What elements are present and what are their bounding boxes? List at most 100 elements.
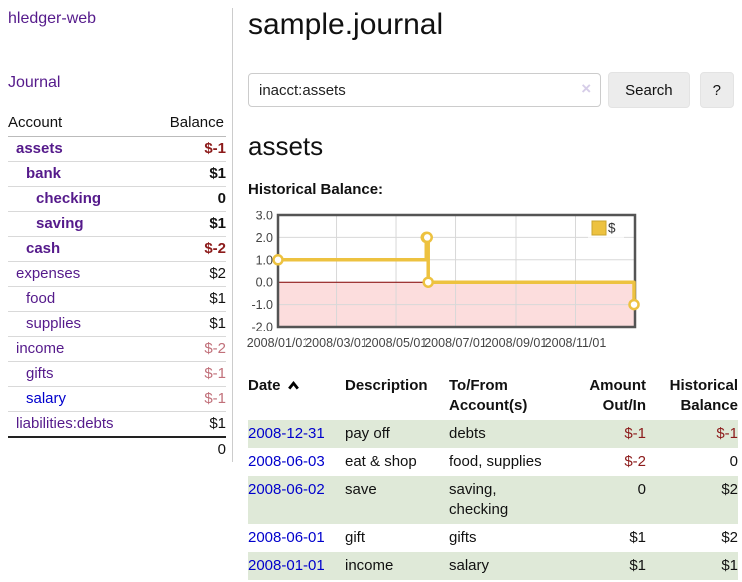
transaction-amount: $-1 — [624, 425, 646, 442]
accounts-column-header-register[interactable]: To/From Account(s) — [449, 377, 528, 414]
register-row: 2008-12-31 pay off debts $-1 $-1 — [248, 420, 738, 448]
legend-label: $ — [608, 221, 616, 236]
sidebar-account-balance: $-1 — [204, 140, 226, 157]
transaction-date-link[interactable]: 2008-06-03 — [248, 453, 325, 470]
transaction-amount: $1 — [629, 557, 646, 574]
amount-column-header[interactable]: Amount Out/In — [589, 377, 646, 414]
x-axis-tick-label: 2008/09/01 — [484, 336, 548, 350]
transaction-accounts: gifts — [449, 529, 477, 546]
account-row: supplies $1 — [8, 311, 226, 337]
transaction-date-link[interactable]: 2008-06-01 — [248, 529, 325, 546]
transaction-date-cell: 2008-12-31 — [248, 420, 345, 448]
y-axis-tick-label: 0.0 — [256, 276, 273, 290]
account-row: salary $-1 — [8, 386, 226, 412]
transaction-description: income — [345, 557, 394, 574]
transaction-date-link[interactable]: 2008-12-31 — [248, 425, 325, 442]
accounts-total-value: 0 — [150, 436, 226, 462]
sidebar-account-link[interactable]: income — [16, 340, 65, 357]
sidebar-account-link[interactable]: assets — [16, 140, 63, 157]
account-name-cell: liabilities:debts — [8, 411, 151, 437]
data-point-marker[interactable] — [628, 298, 640, 311]
account-row: bank $1 — [8, 161, 226, 187]
account-name-cell: bank — [8, 161, 151, 187]
date-column-header[interactable]: Date — [248, 374, 345, 420]
account-name-cell: cash — [8, 236, 151, 262]
search-button[interactable]: Search — [608, 72, 690, 108]
account-row: liabilities:debts $1 — [8, 411, 226, 437]
sidebar-account-link[interactable]: liabilities:debts — [16, 415, 114, 432]
transaction-balance: $1 — [721, 557, 738, 574]
y-axis-tick-label: 3.0 — [256, 211, 273, 223]
accounts-total-row: 0 — [8, 436, 226, 462]
nav-journal-link[interactable]: Journal — [8, 74, 61, 91]
account-name-cell: food — [8, 286, 151, 312]
y-axis-tick-label: 1.0 — [256, 253, 273, 267]
account-name-cell: assets — [8, 137, 150, 162]
accounts-column-header: Account — [8, 111, 151, 137]
search-input[interactable] — [248, 73, 602, 107]
transaction-date-cell: 2008-06-02 — [248, 476, 345, 524]
data-point-marker[interactable] — [421, 231, 433, 244]
sidebar-account-link[interactable]: cash — [26, 240, 61, 257]
account-row: expenses $2 — [8, 261, 226, 287]
sidebar-account-balance: $1 — [150, 311, 226, 337]
help-button[interactable]: ? — [699, 72, 734, 108]
transaction-description: eat & shop — [345, 453, 417, 470]
account-name-cell: salary — [8, 386, 151, 412]
x-axis-tick-label: 2008/07/01 — [424, 336, 487, 350]
transaction-balance: 0 — [729, 453, 738, 470]
sidebar-account-balance: $-2 — [150, 336, 226, 362]
account-name-cell: saving — [8, 211, 151, 237]
x-axis-tick-label: 2008/11/01 — [544, 336, 607, 350]
transaction-description: pay off — [345, 425, 390, 442]
transaction-accounts: debts — [449, 425, 486, 442]
transaction-date-link[interactable]: 2008-01-01 — [248, 557, 325, 574]
sidebar-account-link[interactable]: saving — [36, 215, 84, 232]
date-column-label: Date — [248, 377, 281, 394]
clear-search-icon[interactable]: × — [581, 79, 592, 98]
app-brand-link[interactable]: hledger-web — [8, 10, 97, 27]
page-title: sample.journal — [248, 8, 444, 41]
main-content: sample.journal × Search ? assets Histori… — [246, 8, 738, 580]
account-row: saving $1 — [8, 211, 226, 237]
sidebar-account-link[interactable]: expenses — [16, 265, 81, 282]
x-axis-tick-label: 2008/01/01 — [246, 336, 310, 350]
accounts-table: Account Balance assets $-1 bank $1 checking 0… — [8, 111, 226, 462]
x-axis-tick-label: 2008/03/01 — [305, 336, 368, 350]
data-point-marker[interactable] — [272, 254, 284, 266]
y-axis-tick-label: -2.0 — [251, 321, 273, 332]
register-row: 2008-06-02 save saving, checking 0 $2 — [248, 476, 738, 524]
sidebar-account-balance: $1 — [150, 161, 226, 187]
sidebar-account-balance: $2 — [150, 261, 226, 287]
register-row: 2008-06-01 gift gifts $1 $2 — [248, 524, 738, 552]
search-form: × Search ? — [248, 72, 734, 108]
account-title: assets — [248, 131, 324, 161]
transaction-description: save — [345, 481, 377, 498]
sidebar-account-link[interactable]: bank — [26, 165, 62, 182]
y-axis-tick-label: 2.0 — [256, 231, 273, 245]
sidebar-account-balance: $1 — [150, 286, 226, 312]
transaction-date-cell: 2008-01-01 — [248, 552, 345, 580]
transaction-accounts: salary — [449, 557, 490, 574]
search-input-wrap: × — [248, 73, 602, 107]
balance-column-header-register[interactable]: Historical Balance — [669, 377, 738, 414]
sidebar-account-link[interactable]: salary — [26, 390, 67, 407]
account-row: income $-2 — [8, 336, 226, 362]
sidebar-account-link[interactable]: checking — [36, 190, 102, 207]
register-table: Date Description To/From Account(s) Amou… — [248, 374, 738, 580]
account-name-cell: supplies — [8, 311, 151, 337]
data-point-marker[interactable] — [422, 276, 434, 288]
sidebar-account-link[interactable]: supplies — [26, 315, 82, 332]
sidebar-account-balance: $1 — [150, 411, 226, 437]
sidebar-account-link[interactable]: gifts — [26, 365, 54, 382]
account-row: assets $-1 — [8, 137, 226, 162]
transaction-date-link[interactable]: 2008-06-02 — [248, 481, 325, 498]
sidebar-account-link[interactable]: food — [26, 290, 56, 307]
account-name-cell: expenses — [8, 261, 151, 287]
plot-border — [276, 213, 637, 329]
transaction-description: gift — [345, 529, 366, 546]
y-axis-tick-label: -1.0 — [251, 298, 273, 312]
x-axis-tick-label: 2008/05/01 — [364, 336, 428, 350]
legend-swatch — [591, 220, 607, 236]
description-column-header[interactable]: Description — [345, 377, 428, 394]
